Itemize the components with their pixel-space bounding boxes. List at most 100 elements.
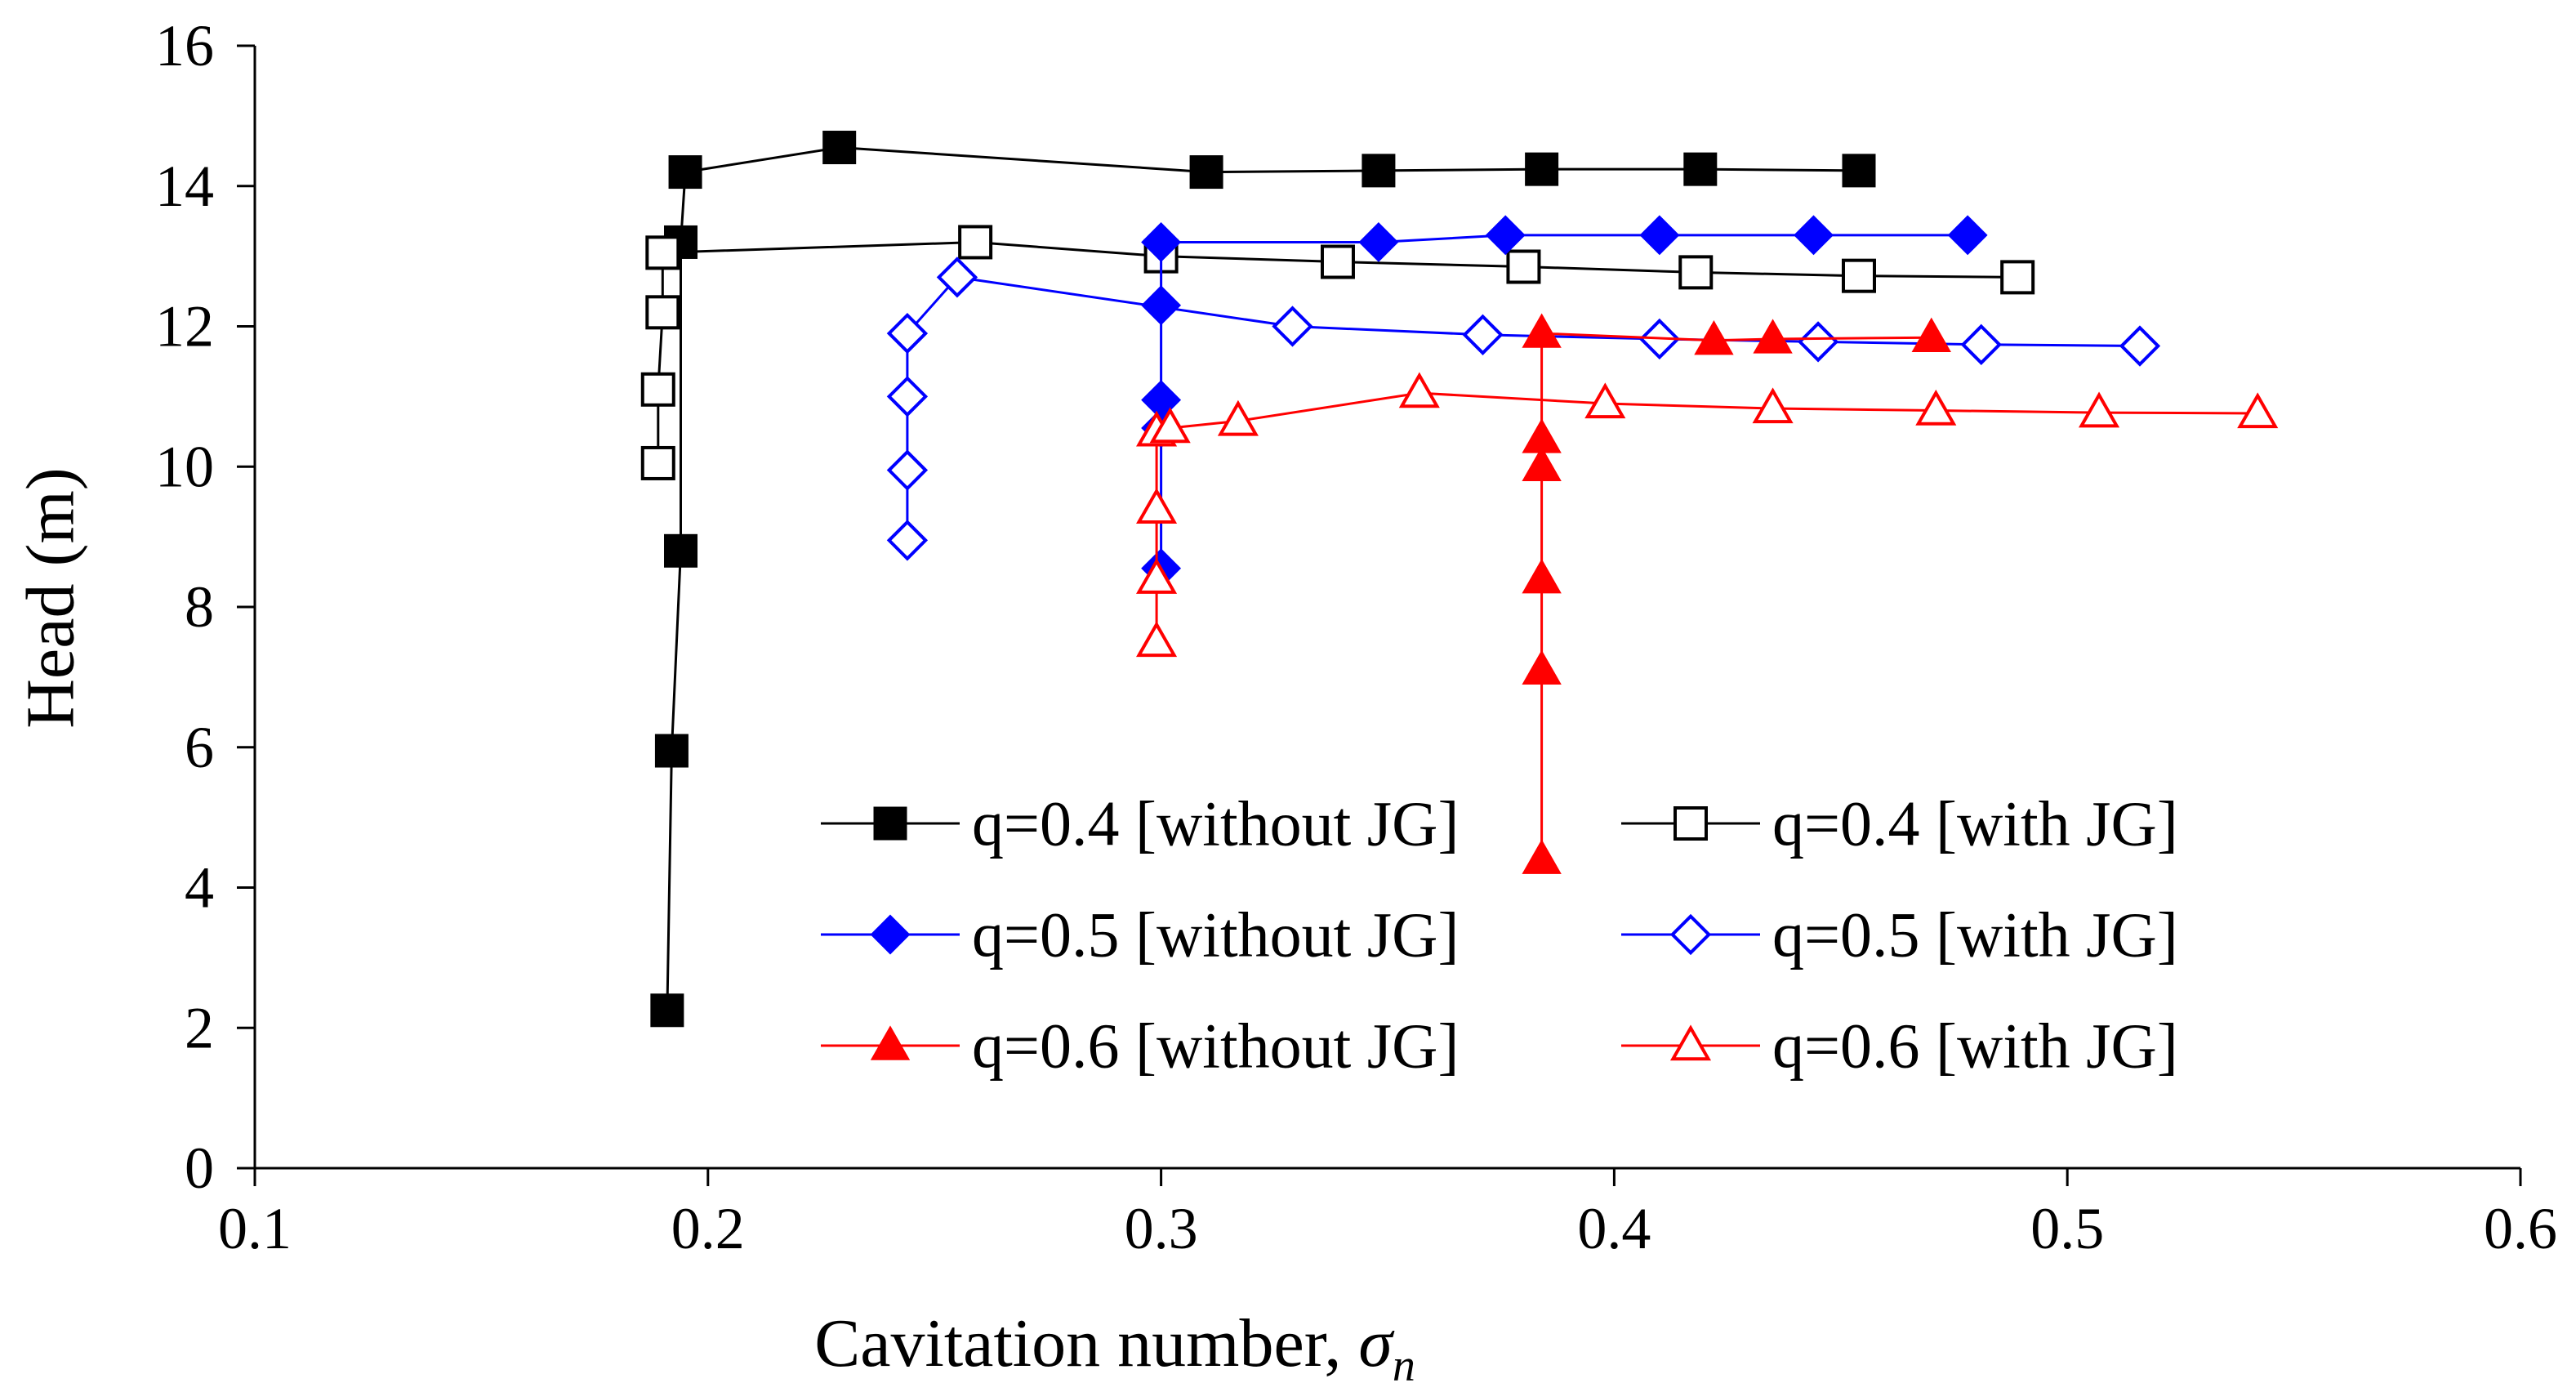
data-point <box>1362 154 1396 188</box>
data-point <box>2119 325 2161 367</box>
data-point <box>1639 215 1680 256</box>
y-tick-label: 2 <box>185 995 214 1060</box>
x-tick-label: 0.4 <box>1577 1196 1651 1261</box>
data-point <box>1794 215 1834 256</box>
axes: 0.1 0.2 0.3 0.4 0.5 0.6 0 2 4 6 8 10 12 14 16 <box>155 13 2557 1261</box>
x-tick-label: 0.5 <box>2030 1196 2104 1261</box>
data-point <box>1842 154 1876 188</box>
series-2 <box>640 225 2035 480</box>
series-6 <box>1136 372 2279 658</box>
data-point <box>1141 222 1182 262</box>
legend-item: q=0.4 [without JG] <box>821 788 1459 859</box>
y-tick-label: 8 <box>185 574 214 640</box>
legend-marker <box>1669 1024 1712 1061</box>
plot-area <box>640 131 2279 1028</box>
data-point <box>1522 649 1562 685</box>
data-point <box>640 445 675 480</box>
data-point <box>1841 258 1876 293</box>
legend-marker <box>873 806 907 841</box>
legend-label: q=0.5 [without JG] <box>972 899 1459 970</box>
data-point <box>1947 215 1988 256</box>
data-point <box>1522 839 1562 874</box>
data-point <box>1358 222 1399 262</box>
data-point <box>1462 314 1504 355</box>
x-tick-label: 0.2 <box>671 1196 745 1261</box>
legend-marker <box>1669 913 1712 956</box>
legend-marker <box>870 914 911 955</box>
x-axis-title: Cavitation number, σn <box>814 1305 1415 1391</box>
data-point <box>1915 389 1957 426</box>
data-point <box>645 295 680 330</box>
data-point <box>1398 372 1440 408</box>
data-point <box>886 520 929 561</box>
legend-label: q=0.6 [with JG] <box>1772 1011 2178 1082</box>
data-point <box>1141 285 1182 326</box>
data-point <box>2237 392 2279 429</box>
legend-item: q=0.6 [without JG] <box>821 1011 1459 1082</box>
y-tick-label: 0 <box>185 1135 214 1201</box>
data-point <box>1525 152 1559 186</box>
x-axis-title-text: Cavitation number, <box>814 1305 1358 1381</box>
y-tick-label: 4 <box>185 855 214 921</box>
data-point <box>2000 260 2035 295</box>
x-axis-title-symbol: σ <box>1358 1305 1395 1381</box>
legend-item: q=0.5 [without JG] <box>821 899 1459 970</box>
y-axis-title: Head (m) <box>13 467 89 729</box>
data-point <box>1272 306 1313 347</box>
legend-item: q=0.4 [with JG] <box>1621 788 2178 859</box>
data-point <box>822 131 857 165</box>
x-tick-label: 0.3 <box>1125 1196 1198 1261</box>
data-point <box>1694 320 1734 355</box>
legend-item: q=0.6 [with JG] <box>1621 1011 2178 1082</box>
data-point <box>1136 558 1178 594</box>
series-5 <box>1522 313 1951 874</box>
data-point <box>1584 382 1626 419</box>
legend-marker <box>870 1025 911 1060</box>
data-point <box>1485 215 1526 256</box>
data-point <box>1189 155 1223 190</box>
data-point <box>654 734 689 768</box>
legend-item: q=0.5 [with JG] <box>1621 899 2178 970</box>
data-point <box>1136 621 1178 658</box>
y-tick-label: 12 <box>155 294 214 359</box>
series-line <box>906 275 2141 541</box>
legend-label: q=0.4 [with JG] <box>1772 788 2178 859</box>
data-point <box>1522 559 1562 594</box>
data-point <box>1753 319 1793 354</box>
data-point <box>1911 317 1951 352</box>
data-point <box>886 312 929 355</box>
data-point <box>1960 323 2002 365</box>
data-point <box>1320 244 1355 279</box>
series-4 <box>886 257 2161 561</box>
legend-label: q=0.4 [without JG] <box>972 788 1459 859</box>
y-tick-label: 6 <box>185 715 214 780</box>
data-point <box>650 993 684 1028</box>
data-point <box>1217 399 1259 436</box>
x-axis-title-subscript: n <box>1393 1341 1415 1391</box>
data-point <box>664 533 698 568</box>
x-tick-label: 0.1 <box>218 1196 292 1261</box>
data-point <box>1522 313 1562 348</box>
legend-marker <box>1674 806 1708 841</box>
data-point <box>1149 407 1191 444</box>
legend: q=0.4 [without JG] q=0.4 [with JG] q=0.5 [… <box>821 788 2178 1082</box>
data-point <box>886 376 929 417</box>
data-point <box>1678 255 1714 290</box>
data-point <box>640 372 675 407</box>
legend-label: q=0.6 [without JG] <box>972 1011 1459 1082</box>
y-tick-label: 10 <box>155 434 214 499</box>
series-line <box>1155 391 2258 642</box>
data-point <box>936 257 978 298</box>
y-tick-label: 14 <box>155 154 214 219</box>
data-point <box>1136 488 1178 524</box>
data-point <box>1141 380 1182 421</box>
data-point <box>1683 152 1718 186</box>
data-point <box>1797 321 1839 363</box>
data-point <box>958 225 993 260</box>
data-point <box>2078 391 2120 428</box>
data-point <box>886 449 929 491</box>
data-point <box>1752 387 1794 424</box>
data-point <box>668 155 702 190</box>
data-point <box>645 235 680 270</box>
data-point <box>1506 249 1541 284</box>
